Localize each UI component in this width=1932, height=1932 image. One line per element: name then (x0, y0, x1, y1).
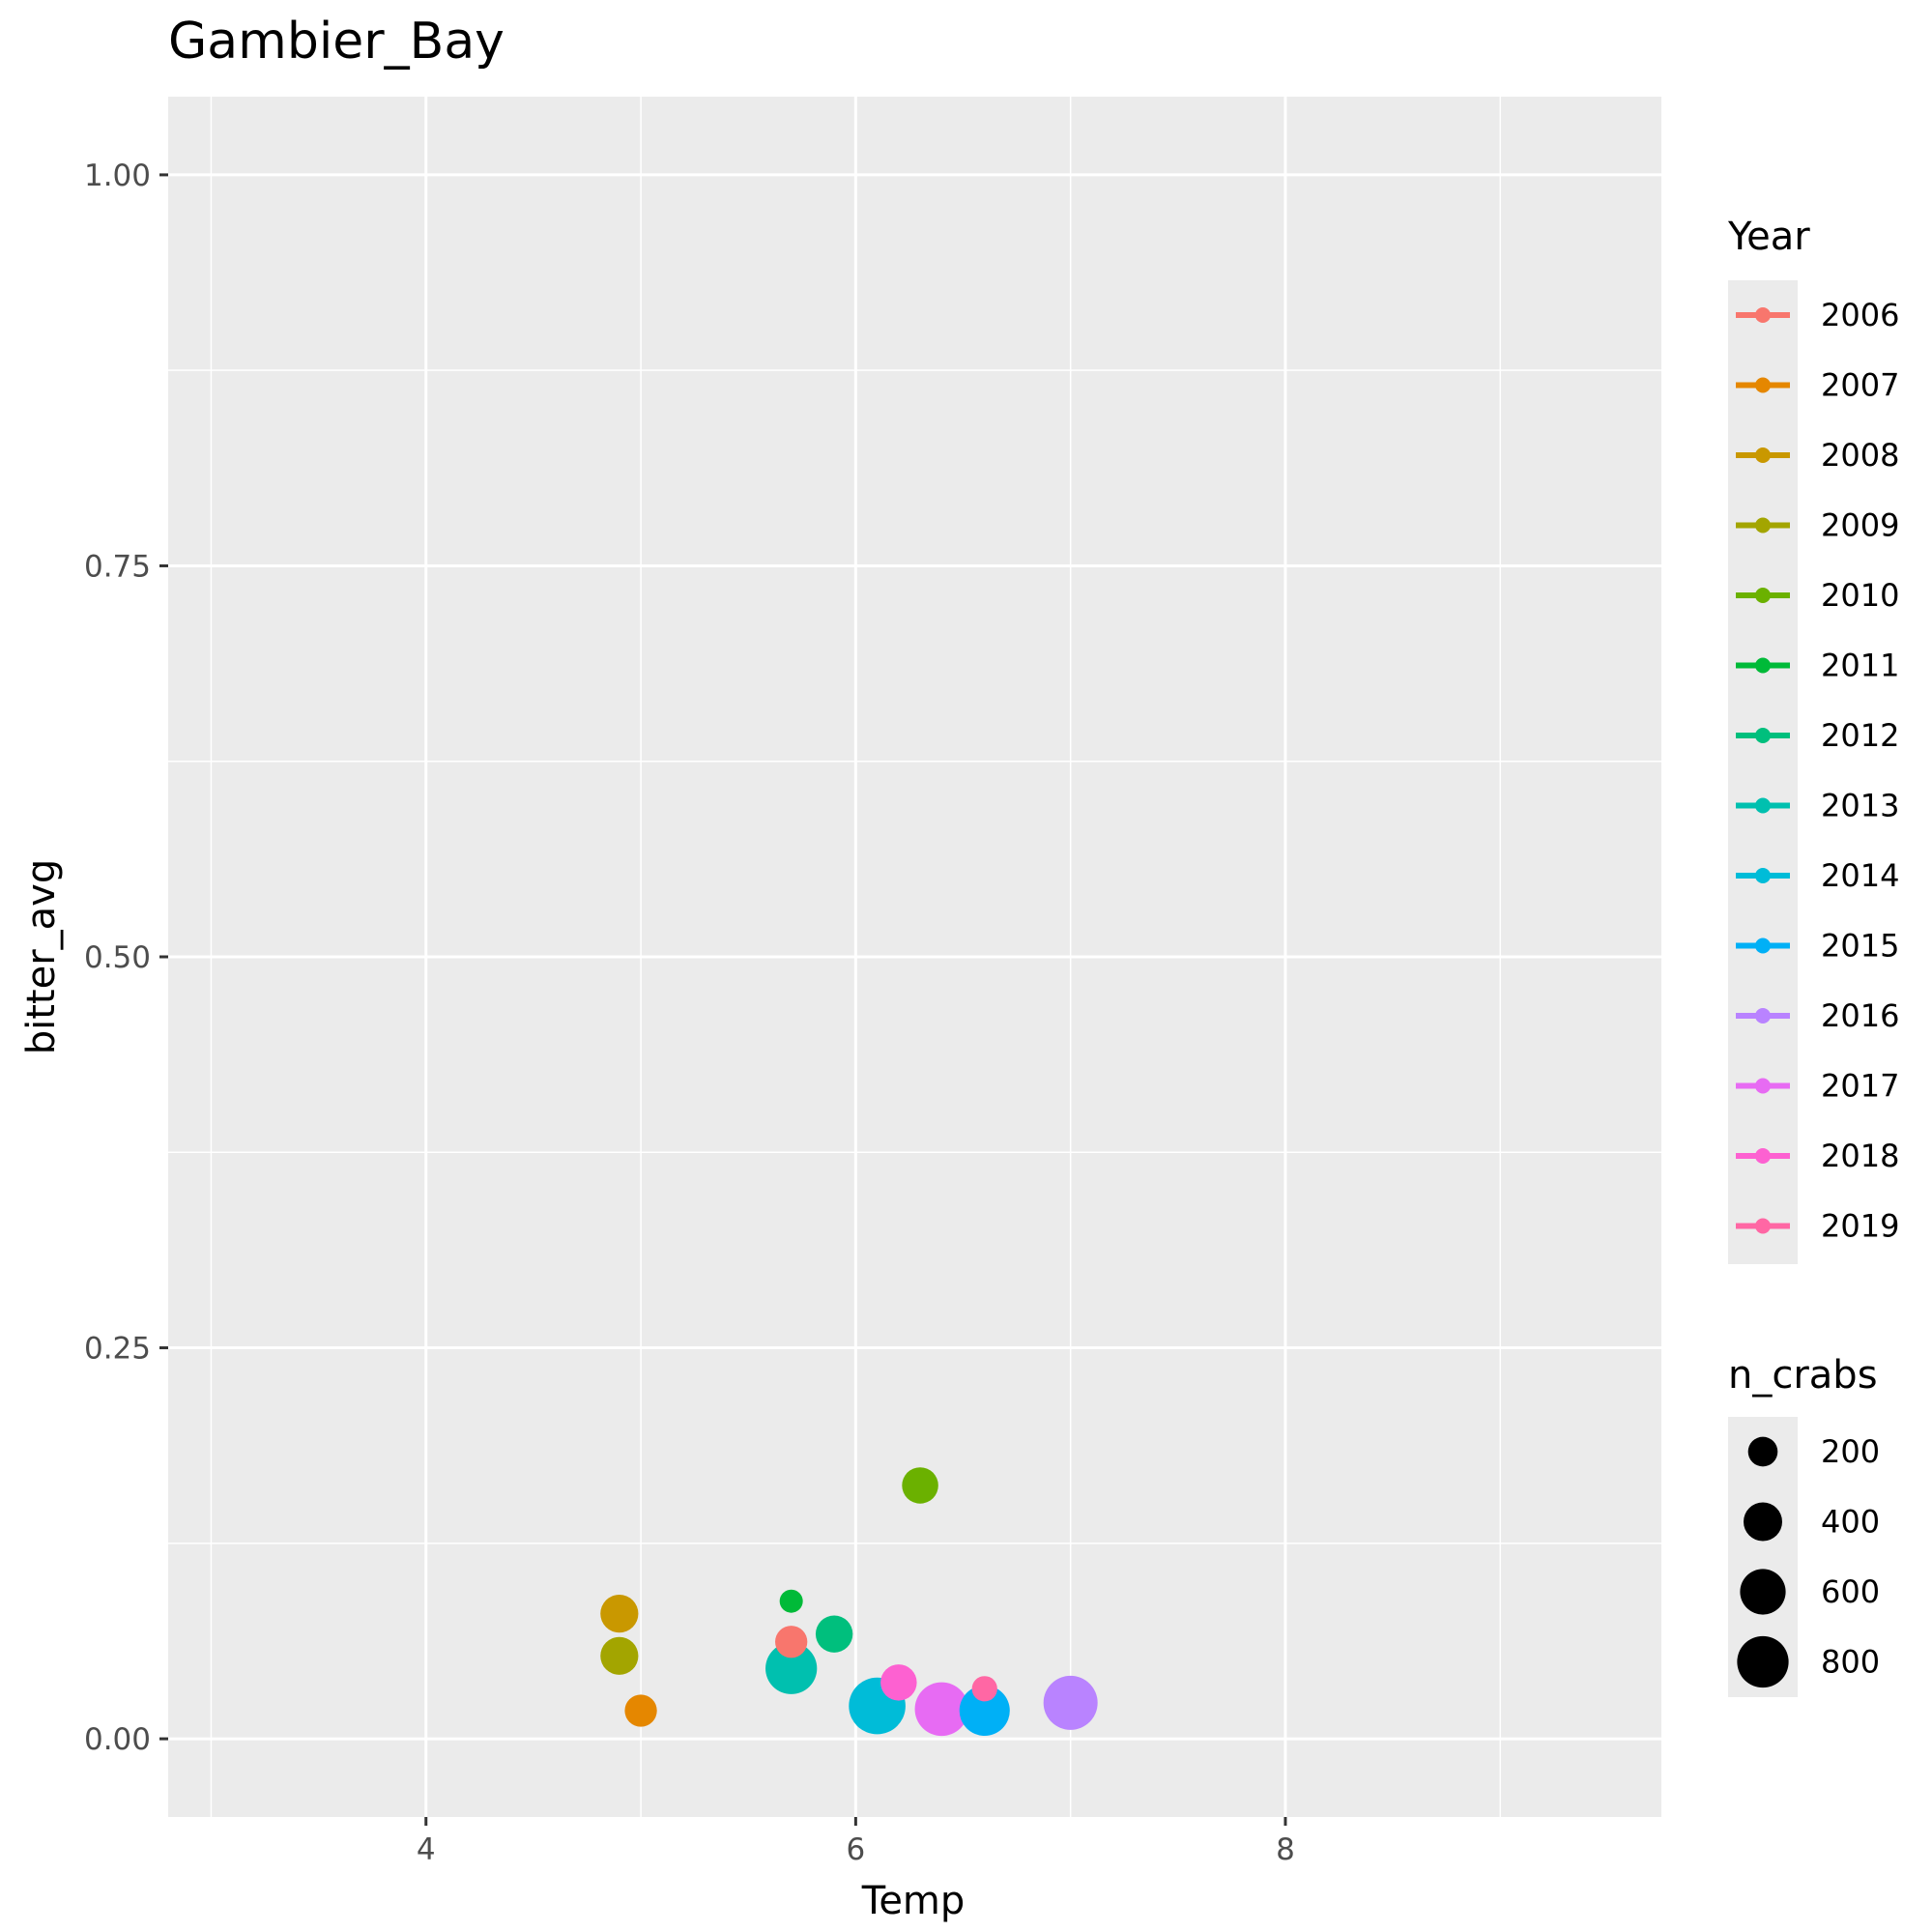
n-crabs-legend-key (1740, 1569, 1786, 1615)
year-legend-title: Year (1727, 215, 1810, 259)
year-legend-label: 2013 (1821, 788, 1899, 824)
n-crabs-legend: n_crabs 200 400 600 800 (1728, 1353, 1880, 1697)
y-tick-label: 1.00 (84, 159, 151, 193)
n-crabs-legend-key (1744, 1502, 1782, 1542)
n-crabs-legend-key (1747, 1436, 1778, 1467)
data-point-2019 (971, 1676, 997, 1702)
major-gridlines (168, 97, 1661, 1817)
data-point-2017 (914, 1682, 969, 1737)
y-tick-label: 0.50 (84, 940, 151, 975)
year-legend-key-dot (1755, 868, 1771, 883)
chart-title: Gambier_Bay (168, 13, 505, 71)
n-crabs-legend-label: 800 (1821, 1644, 1880, 1681)
year-legend-key-dot (1755, 797, 1771, 814)
n-crabs-legend-title: n_crabs (1728, 1353, 1878, 1398)
year-legend-key-dot (1755, 728, 1771, 743)
year-legend-key-dot (1755, 1008, 1771, 1024)
year-legend-key-dot (1755, 517, 1771, 533)
x-axis-title: Temp (861, 1879, 966, 1923)
data-point-2012 (815, 1615, 853, 1653)
y-tick-label: 0.00 (84, 1722, 151, 1757)
data-point-2011 (779, 1589, 803, 1613)
data-point-2009 (600, 1636, 639, 1675)
year-legend-key-dot (1755, 377, 1771, 393)
data-point-2007 (624, 1694, 657, 1727)
data-point-2013 (765, 1642, 818, 1694)
data-point-2010 (902, 1467, 938, 1504)
data-point-2018 (880, 1664, 917, 1701)
year-legend-label: 2018 (1821, 1138, 1899, 1174)
year-legend-label: 2016 (1821, 997, 1899, 1034)
x-tick-label: 6 (846, 1832, 865, 1867)
y-tick-label: 0.75 (84, 549, 151, 584)
data-point-2015 (959, 1685, 1010, 1737)
year-legend-key-dot (1755, 588, 1771, 603)
data-point-2016 (1043, 1675, 1098, 1730)
y-tick-label: 0.25 (84, 1332, 151, 1367)
year-legend-label: 2017 (1821, 1068, 1899, 1105)
year-legend-label: 2007 (1821, 367, 1899, 404)
data-point-2006 (775, 1626, 808, 1658)
y-axis-title: bitter_avg (19, 859, 64, 1055)
year-legend-label: 2014 (1821, 857, 1899, 894)
year-legend-label: 2019 (1821, 1208, 1899, 1245)
year-legend-key-dot (1755, 937, 1771, 954)
year-legend-label: 2010 (1821, 577, 1899, 614)
year-legend-label: 2012 (1821, 717, 1899, 754)
year-legend-key-dot (1755, 447, 1771, 463)
x-tick-label: 4 (417, 1832, 436, 1867)
year-legend-key-dot (1755, 1078, 1771, 1094)
x-axis: 4 6 8 (417, 1817, 1295, 1867)
n-crabs-legend-key (1737, 1635, 1789, 1688)
year-legend-label: 2009 (1821, 507, 1899, 544)
x-tick-label: 8 (1276, 1832, 1295, 1867)
year-legend: Year 2006 2007 2008 2009 2010 2011 2012 2013 201… (1727, 215, 1899, 1264)
data-points (600, 1467, 1098, 1737)
n-crabs-legend-label: 600 (1821, 1573, 1880, 1610)
year-legend-label: 2006 (1821, 297, 1899, 333)
y-axis: 0.00 0.25 0.50 0.75 1.00 (84, 159, 168, 1757)
n-crabs-legend-label: 200 (1821, 1433, 1880, 1470)
year-legend-key-dot (1755, 307, 1771, 323)
n-crabs-legend-label: 400 (1821, 1504, 1880, 1541)
year-legend-key-background (1728, 280, 1798, 1264)
year-legend-key-dot (1755, 657, 1771, 674)
year-legend-label: 2008 (1821, 437, 1899, 474)
year-legend-label: 2015 (1821, 928, 1899, 965)
year-legend-label: 2011 (1821, 648, 1899, 684)
year-legend-key-dot (1755, 1218, 1771, 1234)
year-legend-key-dot (1755, 1148, 1771, 1164)
data-point-2008 (600, 1595, 639, 1633)
